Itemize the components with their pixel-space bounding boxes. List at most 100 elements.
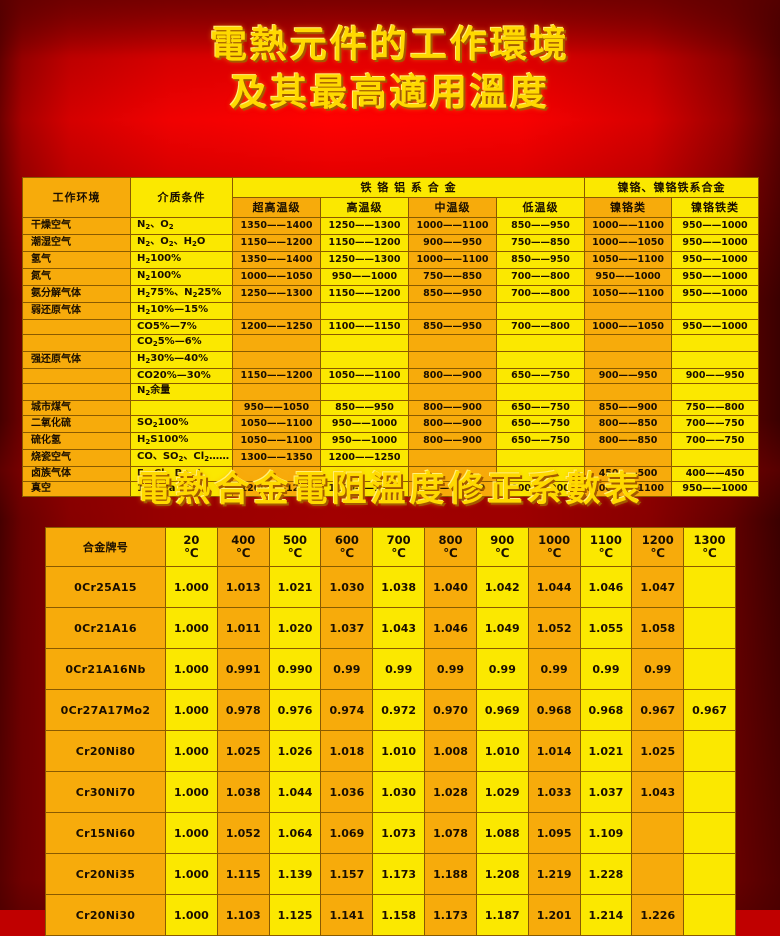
coefficient-cell: 1.000 — [165, 607, 218, 649]
table-cell — [22, 368, 131, 384]
coefficient-cell: 0.978 — [216, 689, 270, 731]
table-cell: 800——900 — [408, 400, 497, 416]
table-row: 0Cr27A17Mo2 1.000 0.978 0.976 0.974 0.972 0.97… — [45, 689, 736, 731]
coefficient-cell: 1.173 — [424, 894, 477, 936]
header-group-nicr: 镍铬、镍铬铁系合金 — [584, 177, 760, 198]
table-cell: 1150——1200 — [232, 368, 321, 384]
table-cell: 850——900 — [584, 400, 673, 416]
header-temperature-400: 400 ℃ — [216, 527, 270, 567]
coefficient-cell — [631, 812, 685, 854]
coefficient-cell: 1.011 — [216, 607, 270, 649]
coefficient-cell: 0.99 — [631, 648, 685, 690]
coefficient-cell: 1.000 — [165, 730, 218, 772]
table-cell — [671, 351, 760, 369]
alloy-grade-name: 0Cr25A15 — [45, 566, 166, 608]
coefficient-cell: 0.974 — [320, 689, 374, 731]
page-title-line1: 電熱元件的工作環境 — [210, 22, 570, 66]
table-cell: 700——750 — [671, 432, 760, 450]
header-sub-nicr: 镍铬类 — [584, 197, 673, 218]
coefficient-cell: 1.046 — [424, 607, 477, 649]
table-cell: CO20%—30% — [130, 368, 233, 384]
table-cell — [232, 383, 321, 401]
header-temperature-20: 20 ℃ — [165, 527, 218, 567]
table-cell: 1250——1300 — [232, 285, 321, 303]
coefficient-cell: 1.014 — [527, 730, 581, 772]
coefficient-cell: 1.000 — [165, 894, 218, 936]
table-row: CO25%—6% — [22, 334, 760, 352]
table2-title: 電熱合金電阻溫度修正系數表 — [136, 469, 644, 510]
table-cell: 1050——1100 — [584, 251, 673, 269]
degree-celsius-unit: ℃ — [702, 546, 717, 560]
table-cell — [408, 466, 497, 482]
temperature-value: 800 — [438, 533, 463, 547]
table-cell: 750——800 — [671, 400, 760, 416]
header-temperature-700: 700 ℃ — [372, 527, 426, 567]
table-cell: 1000——1100 — [584, 481, 673, 497]
coefficient-cell: 1.214 — [579, 894, 633, 936]
table-cell — [584, 351, 673, 369]
coefficient-cell: 1.026 — [268, 730, 322, 772]
coefficient-cell: 1.115 — [216, 853, 270, 895]
table-cell — [22, 319, 131, 335]
alloy-grade-name: 0Cr21A16Nb — [45, 648, 166, 690]
alloy-grade-name: Cr20Ni30 — [45, 894, 166, 936]
coefficient-cell — [631, 853, 685, 895]
table-cell: H230%—40% — [130, 351, 233, 369]
table-cell: 1100——1150 — [320, 481, 409, 497]
degree-celsius-unit: ℃ — [339, 546, 355, 560]
coefficient-cell: 0.972 — [372, 689, 426, 731]
degree-celsius-unit: ℃ — [287, 546, 303, 560]
table-cell: 1150——1200 — [320, 234, 409, 252]
table-cell: SO2100% — [130, 415, 233, 433]
degree-celsius-unit: ℃ — [650, 546, 665, 560]
table-row: 0Cr25A15 1.000 1.013 1.021 1.030 1.038 1.040 1.… — [45, 566, 736, 608]
table-cell — [495, 302, 586, 320]
coefficient-cell: 0.991 — [216, 648, 270, 690]
degree-celsius-unit: ℃ — [598, 546, 614, 560]
header-group-fecral: 铁 铬 铝 系 合 金 — [231, 177, 586, 198]
table-cell: 1350——1400 — [232, 217, 321, 235]
coefficient-cell: 1.025 — [631, 730, 685, 772]
coefficient-cell: 1.044 — [527, 566, 581, 608]
table-cell: 850——950 — [320, 400, 409, 416]
table-cell — [232, 334, 321, 352]
coefficient-cell: 1.000 — [165, 771, 218, 813]
table-cell: 1000——1050 — [584, 319, 673, 335]
table-cell — [408, 351, 497, 369]
table-cell: 900——950 — [584, 368, 673, 384]
table-cell: 950——1000 — [671, 251, 760, 269]
coefficient-cell: 1.000 — [165, 812, 218, 854]
table-cell: N2、O2 — [130, 217, 233, 235]
coefficient-cell — [683, 894, 736, 936]
coefficient-cell: 1.013 — [216, 566, 270, 608]
header-sub-ultra-high: 超高温级 — [232, 197, 321, 218]
table-cell: 950——1000 — [671, 268, 760, 286]
temperature-value: 700 — [386, 533, 411, 547]
temperature-value: 1200 — [641, 533, 674, 547]
alloy-grade-name: Cr30Ni70 — [45, 771, 166, 813]
temperature-value: 1100 — [589, 533, 622, 547]
coefficient-cell: 1.028 — [424, 771, 477, 813]
alloy-grade-name: 0Cr21A16 — [45, 607, 166, 649]
coefficient-cell: 1.010 — [475, 730, 529, 772]
table-cell: 1250——1300 — [320, 251, 409, 269]
coefficient-cell: 1.025 — [216, 730, 270, 772]
coefficient-cell: 1.078 — [424, 812, 477, 854]
coefficient-cell: 1.049 — [475, 607, 529, 649]
coefficient-cell: 1.000 — [165, 566, 218, 608]
table-cell: 氮气 — [22, 268, 131, 286]
table-cell — [671, 383, 760, 401]
coefficient-cell: 1.000 — [165, 689, 218, 731]
table-cell: 700——800 — [495, 285, 586, 303]
table-cell: 1050——1100 — [320, 368, 409, 384]
coefficient-cell: 0.99 — [320, 648, 374, 690]
table-cell: 850——950 — [408, 285, 497, 303]
table-cell — [408, 383, 497, 401]
header-sub-low: 低温级 — [495, 197, 586, 218]
table-cell: 潮湿空气 — [22, 234, 131, 252]
table-cell: H275%、N225% — [130, 285, 233, 303]
coefficient-cell: 1.042 — [475, 566, 529, 608]
temperature-value: 600 — [334, 533, 359, 547]
degree-celsius-unit: ℃ — [391, 546, 406, 560]
table-cell: 1.33Pa — [130, 481, 233, 497]
